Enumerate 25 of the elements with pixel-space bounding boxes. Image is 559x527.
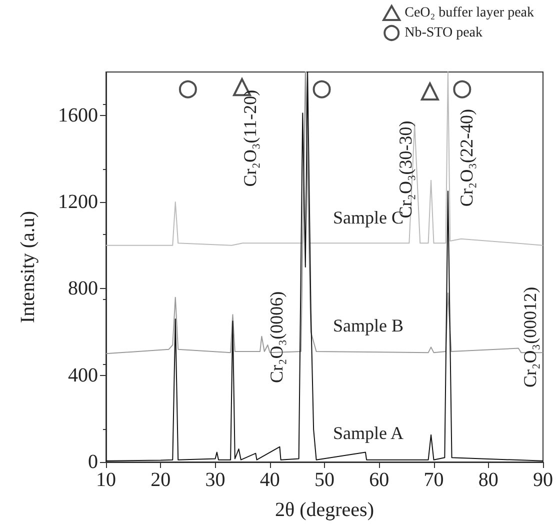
- x-tick-label: 20: [150, 469, 171, 491]
- y-tick-label: 1600: [58, 104, 98, 126]
- x-axis-title: 2θ (degrees): [275, 499, 374, 521]
- annotation: Cr₂O₃(00012): [520, 286, 540, 388]
- legend-label: CeO₂ buffer layer peak: [404, 6, 534, 20]
- x-tick-label: 30: [205, 469, 226, 491]
- annotation: Cr₂O₃(22-40): [456, 109, 477, 207]
- legend-label: Nb-STO peak: [404, 26, 483, 40]
- annotation: Cr₂O₃(0006): [266, 291, 286, 383]
- y-axis-title: Intensity (a.u): [17, 210, 39, 324]
- x-tick-label: 70: [424, 469, 444, 491]
- x-tick-label: 10: [96, 469, 116, 491]
- line-series: [106, 72, 544, 246]
- y-tick-label: 400: [68, 364, 98, 386]
- annotation: Cr₂O₃(11-20): [240, 90, 260, 187]
- x-tick-label: 60: [369, 469, 390, 491]
- x-tick-label: 50: [314, 469, 334, 491]
- series-label: Sample A: [332, 422, 404, 443]
- x-tick-label: 90: [533, 469, 553, 491]
- y-tick-label: 0: [88, 451, 98, 473]
- x-tick-label: 40: [260, 469, 280, 491]
- y-tick-label: 800: [68, 278, 98, 300]
- series-label: Sample B: [332, 316, 404, 336]
- x-tick-label: 80: [478, 469, 498, 491]
- y-tick-label: 1200: [58, 191, 98, 213]
